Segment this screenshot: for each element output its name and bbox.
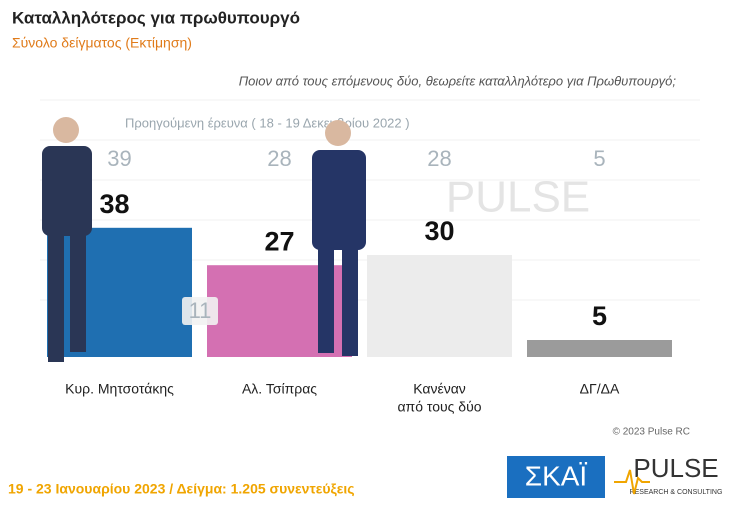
figure-right [312, 120, 366, 356]
pulse-wave [614, 469, 650, 495]
bar [527, 340, 672, 357]
skai-logo-box [507, 456, 605, 498]
question: Ποιον από τους επόμενους δύο, θεωρείτε κ… [239, 73, 677, 88]
gap-label: 11 [189, 298, 212, 323]
skai-logo: ΣΚΑΪ [525, 460, 588, 491]
value-label: 5 [592, 301, 607, 331]
pulse-tagline: RESEARCH & CONSULTING [630, 489, 723, 496]
bar [367, 255, 512, 357]
category-label: Κανέναν [413, 381, 466, 397]
chart-title: Καταλληλότερος για πρωθυπουργό [12, 8, 300, 27]
watermark: PULSE [446, 173, 590, 222]
subtitle: Σύνολο δείγματος (Εκτίμηση) [12, 35, 192, 51]
previous-value: 28 [427, 146, 451, 171]
copyright: © 2023 Pulse RC [613, 427, 690, 438]
previous-label: Προηγούμενη έρευνα ( 18 - 19 Δεκεμβρίου … [125, 115, 410, 130]
footer: 19 - 23 Ιανουαρίου 2023 / Δείγμα: 1.205 … [8, 481, 355, 497]
gap-box [182, 297, 218, 325]
category-label: ΔΓ/ΔΑ [580, 381, 620, 397]
previous-value: 5 [593, 146, 605, 171]
figure-left [42, 117, 92, 362]
previous-value: 39 [107, 146, 131, 171]
value-label: 27 [264, 226, 294, 256]
value-label: 38 [99, 189, 129, 219]
previous-value: 28 [267, 146, 291, 171]
pulse-logo: PULSE [633, 453, 718, 483]
value-label: 30 [424, 216, 454, 246]
category-label: Αλ. Τσίπρας [242, 381, 317, 397]
category-label: Κυρ. Μητσοτάκης [65, 381, 174, 397]
category-label: από τους δύο [397, 399, 481, 415]
bar [47, 227, 192, 357]
